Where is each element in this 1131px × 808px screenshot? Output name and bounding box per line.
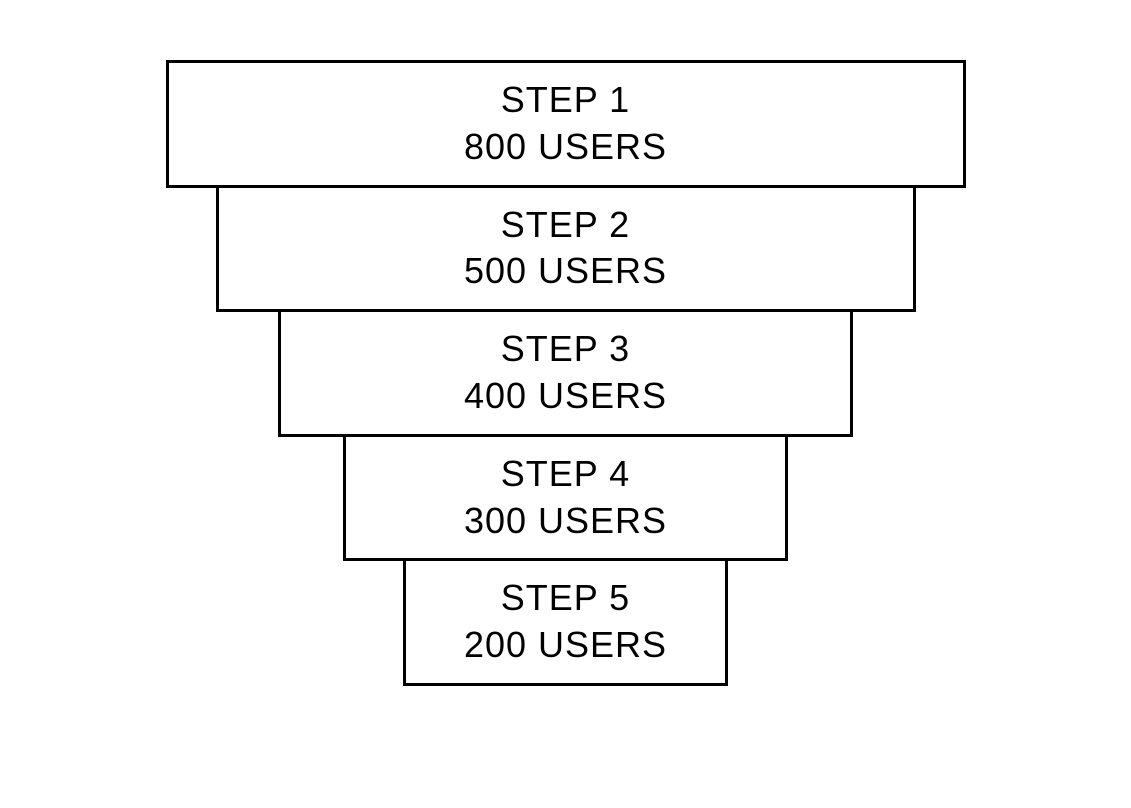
funnel-step-5: STEP 5 200 USERS	[403, 558, 728, 686]
step-3-label: STEP 3	[501, 326, 630, 373]
step-2-value: 500 USERS	[464, 248, 667, 295]
step-2-label: STEP 2	[501, 202, 630, 249]
step-4-value: 300 USERS	[464, 498, 667, 545]
funnel-diagram: STEP 1 800 USERS STEP 2 500 USERS STEP 3…	[166, 60, 966, 686]
step-1-value: 800 USERS	[464, 124, 667, 171]
step-3-value: 400 USERS	[464, 373, 667, 420]
step-5-label: STEP 5	[501, 575, 630, 622]
funnel-step-3: STEP 3 400 USERS	[278, 309, 853, 437]
funnel-step-2: STEP 2 500 USERS	[216, 185, 916, 313]
step-4-label: STEP 4	[501, 451, 630, 498]
funnel-step-4: STEP 4 300 USERS	[343, 434, 788, 562]
step-1-label: STEP 1	[501, 77, 630, 124]
step-5-value: 200 USERS	[464, 622, 667, 669]
funnel-step-1: STEP 1 800 USERS	[166, 60, 966, 188]
